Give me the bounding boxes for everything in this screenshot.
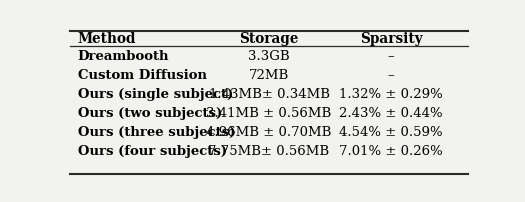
Text: 1.32% ± 0.29%: 1.32% ± 0.29% bbox=[339, 88, 443, 101]
Text: 1.43MB± 0.34MB: 1.43MB± 0.34MB bbox=[208, 88, 330, 101]
Text: 3.3GB: 3.3GB bbox=[248, 50, 290, 63]
Text: Custom Diffusion: Custom Diffusion bbox=[78, 69, 207, 82]
Text: Ours (three subjects): Ours (three subjects) bbox=[78, 126, 235, 139]
Text: 3.41MB ± 0.56MB: 3.41MB ± 0.56MB bbox=[206, 107, 332, 120]
Text: 72MB: 72MB bbox=[249, 69, 289, 82]
Text: –: – bbox=[388, 69, 394, 82]
Text: 4.54% ± 0.59%: 4.54% ± 0.59% bbox=[339, 126, 443, 139]
Text: Ours (four subjects): Ours (four subjects) bbox=[78, 145, 227, 158]
Text: Storage: Storage bbox=[239, 32, 299, 45]
Text: 7.01% ± 0.26%: 7.01% ± 0.26% bbox=[339, 145, 443, 158]
Text: 7.75MB± 0.56MB: 7.75MB± 0.56MB bbox=[208, 145, 330, 158]
Text: Dreambooth: Dreambooth bbox=[78, 50, 170, 63]
Text: –: – bbox=[388, 50, 394, 63]
Text: Ours (single subject): Ours (single subject) bbox=[78, 88, 233, 101]
Text: Method: Method bbox=[78, 32, 136, 45]
Text: 4.96MB ± 0.70MB: 4.96MB ± 0.70MB bbox=[206, 126, 332, 139]
Text: Ours (two subjects): Ours (two subjects) bbox=[78, 107, 222, 120]
Text: 2.43% ± 0.44%: 2.43% ± 0.44% bbox=[339, 107, 443, 120]
Text: Sparsity: Sparsity bbox=[360, 32, 423, 45]
